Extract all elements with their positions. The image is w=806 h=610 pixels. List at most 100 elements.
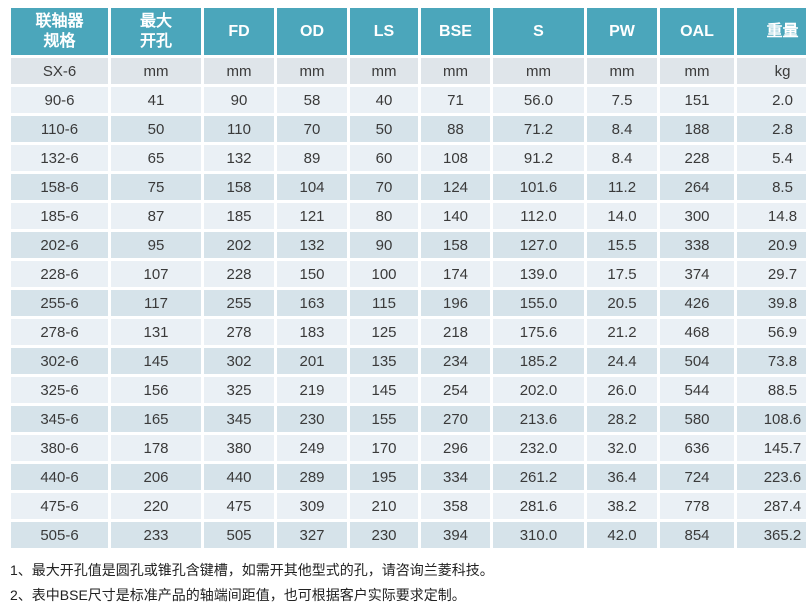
table-cell: 127.0 (493, 232, 584, 258)
table-cell: 8.4 (587, 145, 657, 171)
table-cell: 270 (421, 406, 490, 432)
table-cell: 505 (204, 522, 274, 548)
table-cell: 151 (660, 87, 734, 113)
header-row: 联轴器 规格 最大 开孔 FD OD LS BSE S PW OAL 重量 (11, 8, 806, 55)
table-cell: 228-6 (11, 261, 108, 287)
table-cell: 90 (350, 232, 418, 258)
table-cell: 440-6 (11, 464, 108, 490)
table-cell: 544 (660, 377, 734, 403)
table-cell: 56.9 (737, 319, 806, 345)
table-cell: 110 (204, 116, 274, 142)
table-cell: 132 (277, 232, 347, 258)
table-cell: 24.4 (587, 348, 657, 374)
table-cell: 56.0 (493, 87, 584, 113)
table-cell: 163 (277, 290, 347, 316)
table-cell: 60 (350, 145, 418, 171)
table-cell: mm (421, 58, 490, 84)
table-cell: 264 (660, 174, 734, 200)
table-cell: mm (587, 58, 657, 84)
table-cell: 14.0 (587, 203, 657, 229)
table-row: 90-6 41 90 58 40 71 56.0 7.5 151 2.0 (11, 87, 806, 113)
footnote-1: 1、最大开孔值是圆孔或锥孔含键槽，如需开其他型式的孔，请咨询兰菱科技。 (10, 562, 494, 578)
table-cell: 8.5 (737, 174, 806, 200)
column-header-pw: PW (587, 8, 657, 55)
table-row: 158-6 75 158 104 70 124 101.6 11.2 264 8.5 (11, 174, 806, 200)
table-row: 440-6 206 440 289 195 334 261.2 36.4 724 223.6 (11, 464, 806, 490)
table-cell: 249 (277, 435, 347, 461)
table-cell: 325 (204, 377, 274, 403)
table-cell: 42.0 (587, 522, 657, 548)
table-cell: 50 (350, 116, 418, 142)
table-cell: mm (493, 58, 584, 84)
table-cell: 145 (350, 377, 418, 403)
table-cell: 232.0 (493, 435, 584, 461)
table-cell: 219 (277, 377, 347, 403)
table-cell: 80 (350, 203, 418, 229)
table-cell: 58 (277, 87, 347, 113)
table-cell: 475 (204, 493, 274, 519)
table-cell: 289 (277, 464, 347, 490)
table-cell: 394 (421, 522, 490, 548)
table-cell: 255-6 (11, 290, 108, 316)
table-cell: 345-6 (11, 406, 108, 432)
table-cell: 107 (111, 261, 201, 287)
table-cell: kg (737, 58, 806, 84)
table-cell: 117 (111, 290, 201, 316)
table-cell: SX-6 (11, 58, 108, 84)
table-cell: 65 (111, 145, 201, 171)
table-cell: 158-6 (11, 174, 108, 200)
footnote-2: 2、表中BSE尺寸是标准产品的轴端间距值，也可根据客户实际要求定制。 (10, 587, 466, 603)
table-cell: 174 (421, 261, 490, 287)
table-cell: 5.4 (737, 145, 806, 171)
table-cell: 125 (350, 319, 418, 345)
table-cell: 38.2 (587, 493, 657, 519)
table-cell: 504 (660, 348, 734, 374)
table-cell: 325-6 (11, 377, 108, 403)
table-cell: 183 (277, 319, 347, 345)
table-cell: 20.5 (587, 290, 657, 316)
table-cell: 213.6 (493, 406, 584, 432)
table-cell: 374 (660, 261, 734, 287)
table-cell: 110-6 (11, 116, 108, 142)
table-cell: 89 (277, 145, 347, 171)
table-cell: 296 (421, 435, 490, 461)
table-cell: 380-6 (11, 435, 108, 461)
table-cell: 185 (204, 203, 274, 229)
table-cell: 287.4 (737, 493, 806, 519)
table-cell: 426 (660, 290, 734, 316)
column-header-bse: BSE (421, 8, 490, 55)
table-cell: 228 (660, 145, 734, 171)
column-header-ls: LS (350, 8, 418, 55)
table-cell: 188 (660, 116, 734, 142)
table-cell: 88 (421, 116, 490, 142)
table-row: 228-6 107 228 150 100 174 139.0 17.5 374 29.7 (11, 261, 806, 287)
table-cell: 108 (421, 145, 490, 171)
table-cell: 71.2 (493, 116, 584, 142)
table-cell: 28.2 (587, 406, 657, 432)
table-cell: 15.5 (587, 232, 657, 258)
table-cell: 327 (277, 522, 347, 548)
table-cell: 90 (204, 87, 274, 113)
table-cell: 580 (660, 406, 734, 432)
table-row: 185-6 87 185 121 80 140 112.0 14.0 300 14.8 (11, 203, 806, 229)
table-cell: 778 (660, 493, 734, 519)
column-header-oal: OAL (660, 8, 734, 55)
table-cell: 17.5 (587, 261, 657, 287)
table-cell: mm (277, 58, 347, 84)
table-cell: 358 (421, 493, 490, 519)
table-cell: 854 (660, 522, 734, 548)
table-cell: 124 (421, 174, 490, 200)
table-cell: 145 (111, 348, 201, 374)
table-cell: 234 (421, 348, 490, 374)
column-header-od: OD (277, 8, 347, 55)
table-cell: 112.0 (493, 203, 584, 229)
table-cell: 195 (350, 464, 418, 490)
column-header-s: S (493, 8, 584, 55)
table-cell: mm (350, 58, 418, 84)
table-cell: 185-6 (11, 203, 108, 229)
table-cell: 724 (660, 464, 734, 490)
table-cell: 254 (421, 377, 490, 403)
table-cell: 32.0 (587, 435, 657, 461)
table-cell: 104 (277, 174, 347, 200)
table-cell: 108.6 (737, 406, 806, 432)
